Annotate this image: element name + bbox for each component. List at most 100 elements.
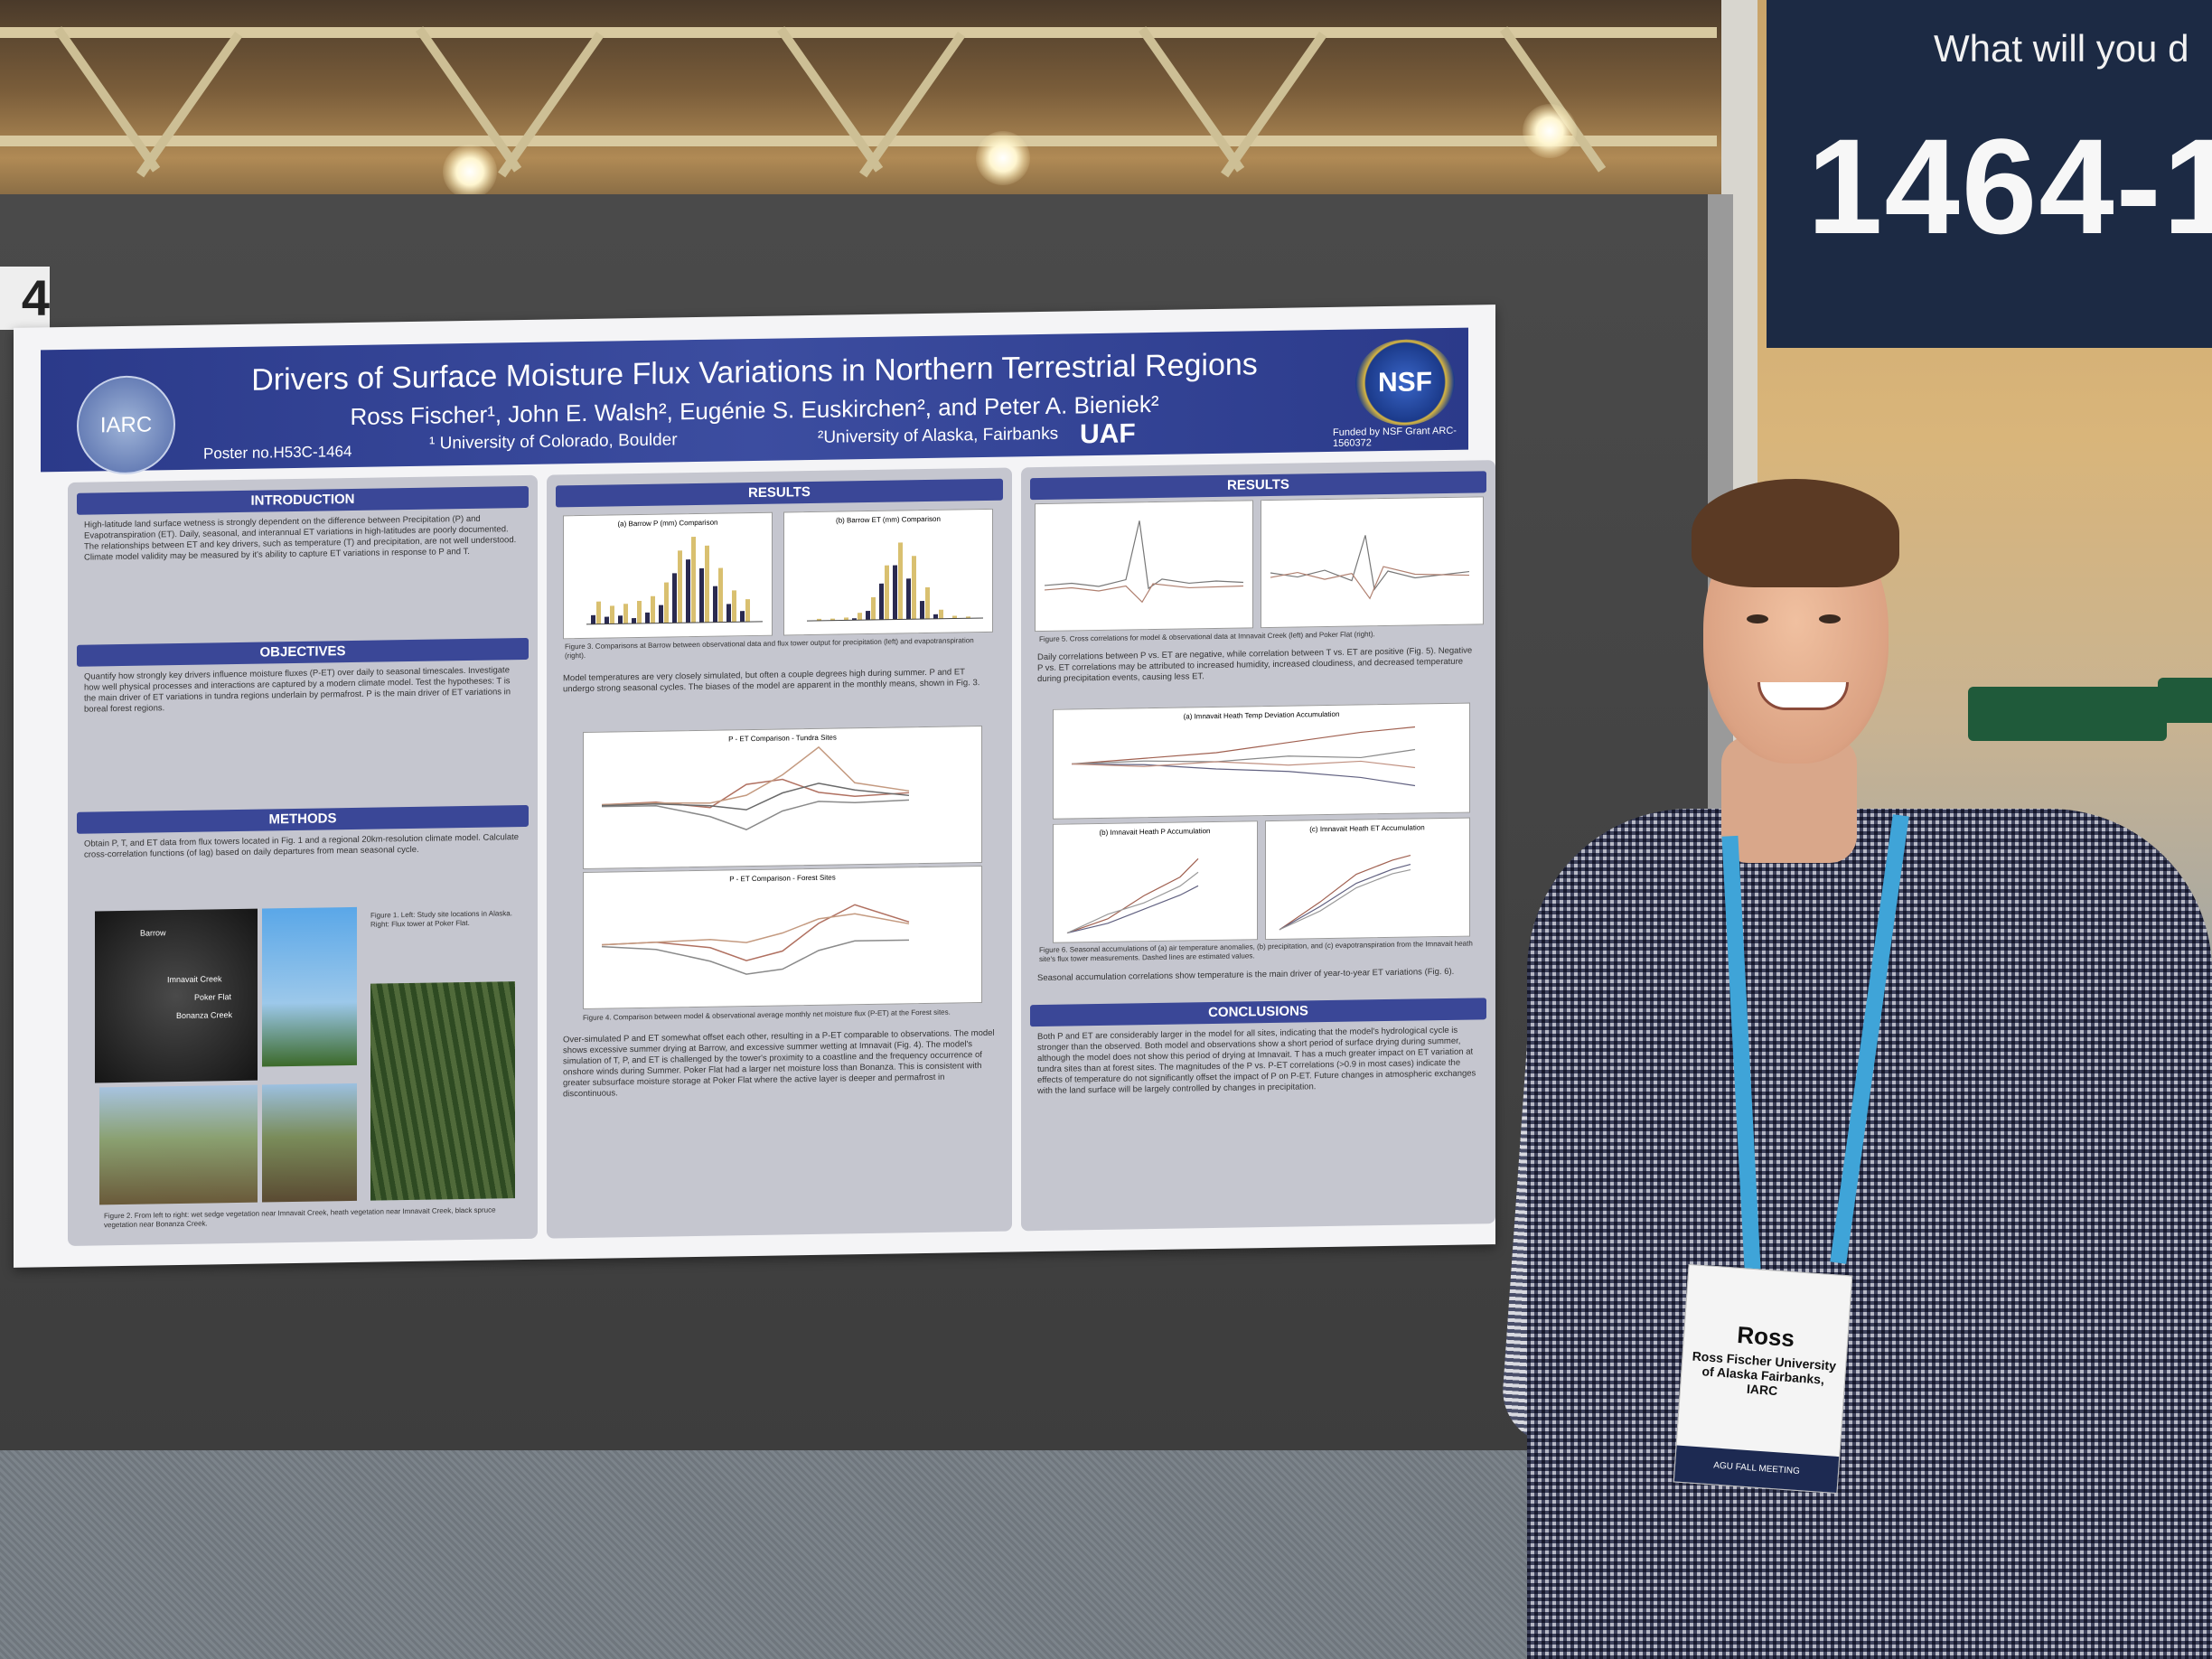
figure-4-caption: Figure 4. Comparison between model & obs… (583, 1008, 951, 1022)
poster-column-3: RESULTS Figure 5. Cross correlations for… (1021, 460, 1495, 1232)
introduction-text: High-latitude land surface wetness is st… (84, 513, 517, 563)
p-accum-title: (b) Imnavait Heath P Accumulation (1099, 827, 1210, 837)
p-accum-line-2 (1066, 885, 1199, 934)
truss-diagonal (859, 32, 966, 178)
section-conclusions: CONCLUSIONS (1030, 998, 1486, 1027)
map-label-imnavait: Imnavait Creek (167, 974, 222, 984)
truss-diagonal (136, 32, 243, 178)
uaf-logo: UAF (1080, 418, 1136, 450)
map-label-poker-flat: Poker Flat (194, 992, 232, 1002)
temp-line-4 (1071, 760, 1416, 769)
bar (925, 586, 930, 620)
bar (713, 586, 717, 623)
bar (659, 605, 663, 623)
figure-3-caption: Figure 3. Comparisons at Barrow between … (565, 636, 974, 661)
p-accum-line-3 (1066, 871, 1199, 934)
temp-line-2 (1071, 763, 1416, 787)
bar (610, 605, 614, 624)
person-eye (1747, 614, 1768, 623)
bar (844, 617, 848, 621)
tundra-pet-chart-svg: P - ET Comparison - Tundra Sites (601, 734, 910, 830)
bar (618, 615, 623, 624)
bar (686, 559, 690, 623)
xcorr-line-2 (1044, 583, 1244, 604)
bar (672, 573, 677, 623)
tundra-pet-chart: P - ET Comparison - Tundra Sites (583, 726, 982, 869)
badge-affiliation: Ross Fischer University of Alaska Fairba… (1692, 1348, 1837, 1399)
poster-header: IARC Drivers of Surface Moisture Flux Va… (41, 327, 1468, 475)
ceiling-light (443, 145, 497, 199)
bar (591, 614, 595, 624)
barrow-et-title: (b) Barrow ET (mm) Comparison (836, 515, 941, 525)
forest-line-2 (601, 939, 909, 975)
poster-number: Poster no.H53C-1464 (203, 442, 352, 463)
bar (920, 601, 924, 620)
bar (637, 600, 642, 624)
poster-column-2: RESULTS (a) Barrow P (mm) Comparison (b)… (547, 467, 1012, 1239)
name-badge: Ross Ross Fischer University of Alaska F… (1673, 1263, 1853, 1495)
bar (678, 550, 682, 623)
bar (664, 582, 669, 623)
bar (699, 567, 704, 623)
wet-sedge-photo (99, 1084, 258, 1205)
bar (605, 616, 609, 624)
barrow-p-bars (591, 537, 750, 624)
p-accumulation-chart: (b) Imnavait Heath P Accumulation (1053, 820, 1258, 943)
xcorr-line-3 (1270, 535, 1470, 591)
barrow-p-x-axis (586, 621, 763, 625)
results-3-text: Daily correlations between P vs. ET are … (1037, 645, 1473, 685)
banner-slogan: What will you d (1934, 27, 2189, 70)
bar (745, 599, 750, 623)
bar (952, 615, 957, 619)
bar (726, 604, 731, 623)
black-spruce-photo (370, 981, 515, 1201)
barrow-et-chart: (b) Barrow ET (mm) Comparison (783, 508, 993, 636)
truss-diagonal (777, 26, 884, 173)
tundra-line-2 (602, 799, 910, 830)
affiliation-alaska: ²University of Alaska, Fairbanks (818, 424, 1059, 447)
person-smile (1757, 682, 1849, 710)
pokerflat-xcorr-chart (1261, 496, 1484, 629)
results-3-text-2: Seasonal accumulation correlations show … (1037, 966, 1455, 984)
bar (705, 545, 709, 623)
tundra-line-3 (601, 745, 910, 806)
xcorr-line-4 (1270, 566, 1470, 600)
bar (866, 610, 870, 621)
bar (885, 565, 889, 620)
bar (718, 567, 723, 623)
map-label-bonanza: Bonanza Creek (176, 1010, 233, 1020)
bar (691, 537, 696, 623)
affiliation-colorado: ¹ University of Colorado, Boulder (429, 430, 678, 454)
et-accum-line-1 (1279, 855, 1411, 931)
et-accumulation-chart: (c) Imnavait Heath ET Accumulation (1265, 817, 1470, 941)
section-results: RESULTS (556, 478, 1003, 508)
truss-diagonal (54, 26, 161, 173)
results-text: Model temperatures are very closely simu… (563, 667, 980, 695)
et-accum-line-3 (1279, 869, 1411, 931)
pokerflat-xcorr-svg (1270, 535, 1470, 600)
research-poster: IARC Drivers of Surface Moisture Flux Va… (14, 305, 1495, 1268)
conclusions-text: Both P and ET are considerably larger in… (1037, 1025, 1476, 1097)
barrow-p-title: (a) Barrow P (mm) Comparison (618, 519, 718, 529)
bar (596, 601, 601, 624)
bar (879, 583, 884, 620)
objectives-text: Quantify how strongly key drivers influe… (84, 665, 511, 715)
truss-diagonal (1221, 32, 1327, 178)
bar (939, 609, 943, 619)
truss-diagonal (498, 32, 605, 178)
et-accum-line-2 (1279, 864, 1411, 931)
imnavait-xcorr-chart (1035, 500, 1253, 633)
temp-deviation-svg: (a) Imnavait Heath Temp Deviation Accumu… (1071, 710, 1416, 787)
figure-2-caption: Figure 2. From left to right: wet sedge … (104, 1205, 496, 1230)
bar (645, 612, 650, 623)
board-number-tag: 4 (0, 267, 50, 330)
alaska-map-labels: Barrow Imnavait Creek Poker Flat Bonanza… (140, 928, 233, 1020)
banner-number: 1464-1 (1807, 110, 2212, 262)
tundra-line-4 (601, 783, 910, 811)
person-checkered-shirt (1527, 809, 2212, 1659)
p-accumulation-svg: (b) Imnavait Heath P Accumulation (1066, 827, 1211, 934)
bar (871, 596, 876, 620)
et-accumulation-svg: (c) Imnavait Heath ET Accumulation (1279, 823, 1425, 931)
temp-line-3 (1071, 748, 1416, 765)
forest-pet-chart-svg: P - ET Comparison - Forest Sites (601, 874, 910, 975)
